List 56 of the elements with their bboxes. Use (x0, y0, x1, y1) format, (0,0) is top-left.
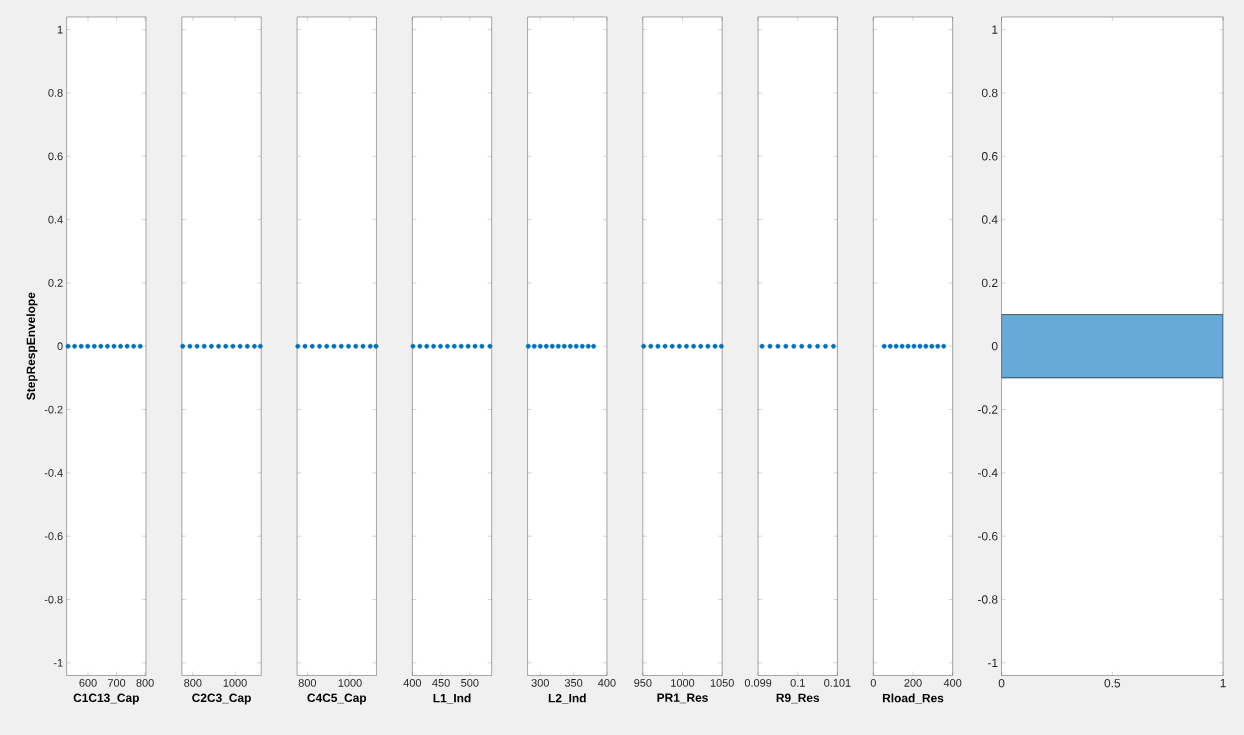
x-tick-label: 500 (461, 678, 479, 687)
y-tick-label: 0.6 (48, 152, 63, 160)
x-axis-title: C1C13_Cap (73, 693, 139, 705)
x-tick-label: 0.5 (1104, 678, 1121, 688)
x-tick-label: 700 (108, 678, 126, 687)
x-tick-label: 950 (634, 678, 652, 687)
x-tick-label: 0 (998, 678, 1005, 688)
y-tick-label: 0.2 (981, 278, 998, 287)
y-tick-label: -0.4 (978, 468, 998, 477)
x-tick-label: 600 (79, 678, 97, 687)
x-tick-label: 800 (298, 678, 317, 687)
x-tick-label: 1000 (338, 678, 362, 687)
y-tick-label: -0.6 (44, 532, 63, 540)
x-tick-label: 400 (403, 678, 422, 687)
x-tick-label: 0.1 (790, 678, 805, 687)
x-tick-label: 800 (184, 678, 202, 687)
y-tick-label: -0.8 (978, 595, 998, 604)
x-axis-title: R9_Res (776, 693, 820, 704)
y-tick-label: 1 (992, 25, 998, 34)
y-axis-title: StepRespEnvelope (26, 292, 38, 400)
y-tick-label: 0.2 (48, 278, 63, 287)
x-axis-title: L1_Ind (433, 693, 471, 704)
x-tick-label: 800 (136, 678, 154, 687)
y-tick-label: 0.6 (981, 151, 998, 161)
y-tick-label: -0.8 (44, 595, 63, 604)
y-tick-label: 0 (57, 342, 63, 350)
y-tick-label: -1 (53, 658, 63, 667)
y-tick-label: 0.4 (981, 215, 998, 224)
x-axis-title: Rload_Res (882, 693, 944, 704)
x-tick-label: 0.099 (744, 678, 772, 687)
x-axis-title: L2_Ind (548, 693, 586, 704)
x-axis-title: C2C3_Cap (192, 693, 251, 705)
x-tick-label: 350 (564, 678, 583, 687)
x-tick-label: 0.101 (824, 678, 851, 687)
y-tick-label: -1 (987, 658, 998, 667)
x-tick-label: 400 (598, 678, 616, 687)
x-axis-title: C4C5_Cap (307, 693, 367, 705)
y-tick-label: 0 (991, 341, 998, 351)
x-tick-label: 400 (943, 678, 962, 687)
y-tick-label: 0.4 (48, 215, 63, 224)
y-tick-label: -0.2 (44, 405, 63, 414)
y-tick-label: 0.8 (981, 88, 998, 97)
x-tick-label: 1 (1220, 678, 1226, 688)
x-tick-label: 300 (531, 678, 549, 687)
x-tick-label: 1050 (710, 678, 734, 687)
x-tick-label: 200 (904, 678, 922, 687)
x-tick-label: 1000 (671, 678, 695, 687)
y-tick-label: 0.8 (48, 88, 63, 97)
x-tick-label: 450 (432, 678, 450, 687)
y-tick-label: -0.6 (978, 531, 998, 541)
y-tick-label: -0.2 (978, 405, 998, 414)
x-tick-label: 1000 (223, 678, 247, 687)
y-tick-label: 1 (57, 25, 63, 34)
y-tick-label: -0.4 (44, 468, 63, 477)
x-tick-label: 0 (870, 678, 876, 687)
x-axis-title: PR1_Res (657, 693, 708, 704)
